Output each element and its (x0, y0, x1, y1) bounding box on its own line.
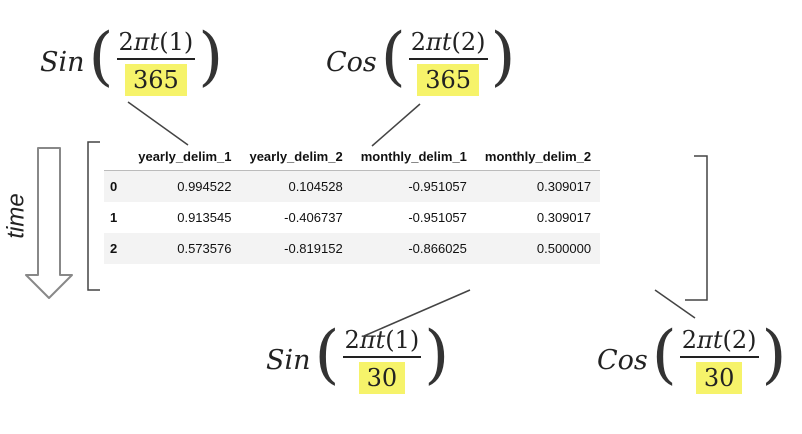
connector-line-cos-30 (654, 289, 696, 319)
down-arrow-icon (25, 147, 73, 299)
cell: 0.913545 (177, 210, 232, 225)
left-paren: ( (314, 318, 340, 392)
cell: -0.819152 (284, 241, 343, 256)
right-paren: ) (761, 318, 787, 392)
right-paren: ) (490, 20, 516, 94)
denominator-highlight: 30 (358, 362, 406, 394)
numerator: 2πt(2) (408, 28, 488, 60)
right-paren: ) (424, 318, 450, 392)
row-index: 1 (110, 210, 118, 225)
connector-line-sin-365 (127, 101, 189, 146)
fraction: 2πt(1) 30 (342, 326, 422, 394)
formula-cos-365: Cos ( 2πt(2) 365 ) (326, 20, 516, 96)
left-bracket (87, 141, 100, 291)
formula-sin-30: Sin ( 2πt(1) 30 ) (266, 318, 450, 394)
numerator: 2πt(1) (342, 326, 422, 358)
fraction: 2πt(2) 365 (408, 28, 488, 96)
denominator-highlight: 365 (417, 64, 480, 96)
function-name: Sin (40, 46, 85, 78)
denominator-highlight: 365 (124, 64, 187, 96)
cell: -0.951057 (408, 179, 467, 194)
denominator-highlight: 30 (695, 362, 743, 394)
numerator: 2πt(2) (679, 326, 759, 358)
cell: 0.573576 (177, 241, 232, 256)
cell: -0.406737 (284, 210, 343, 225)
function-name: Cos (326, 46, 377, 78)
left-paren: ( (651, 318, 677, 392)
cell: 0.104528 (288, 179, 343, 194)
numerator: 2πt(1) (116, 28, 196, 60)
cell: 0.309017 (536, 210, 592, 225)
left-paren: ( (88, 20, 114, 94)
function-name: Cos (597, 344, 648, 376)
formula-cos-30: Cos ( 2πt(2) 30 ) (597, 318, 787, 394)
cell: -0.951057 (408, 210, 467, 225)
fraction: 2πt(1) 365 (116, 28, 196, 96)
formula-sin-365: Sin ( 2πt(1) 365 ) (40, 20, 224, 96)
connector-line-sin-30 (363, 289, 471, 337)
column-header: yearly_delim_1 (138, 149, 232, 164)
cell: 0.500000 (536, 241, 592, 256)
cell: 0.994522 (177, 179, 232, 194)
right-bracket (685, 155, 708, 301)
column-header: monthly_delim_2 (484, 149, 592, 164)
column-header: monthly_delim_1 (360, 149, 467, 164)
cell: -0.866025 (408, 241, 467, 256)
table-header-row: yearly_delim_1 yearly_delim_2 monthly_de… (104, 143, 601, 171)
table-row: 0 0.994522 0.104528 -0.951057 0.309017 (104, 170, 601, 202)
dataframe-table: yearly_delim_1 yearly_delim_2 monthly_de… (104, 143, 601, 264)
row-index: 2 (110, 241, 118, 256)
right-paren: ) (198, 20, 224, 94)
function-name: Sin (266, 344, 311, 376)
row-index: 0 (110, 179, 118, 194)
left-paren: ( (380, 20, 406, 94)
fraction: 2πt(2) 30 (679, 326, 759, 394)
table-row: 1 0.913545 -0.406737 -0.951057 0.309017 (104, 202, 600, 233)
table-row: 2 0.573576 -0.819152 -0.866025 0.500000 (104, 233, 601, 264)
cell: 0.309017 (536, 179, 592, 194)
index-header (104, 143, 129, 171)
connector-line-cos-365 (371, 103, 421, 147)
column-header: yearly_delim_2 (249, 149, 343, 164)
